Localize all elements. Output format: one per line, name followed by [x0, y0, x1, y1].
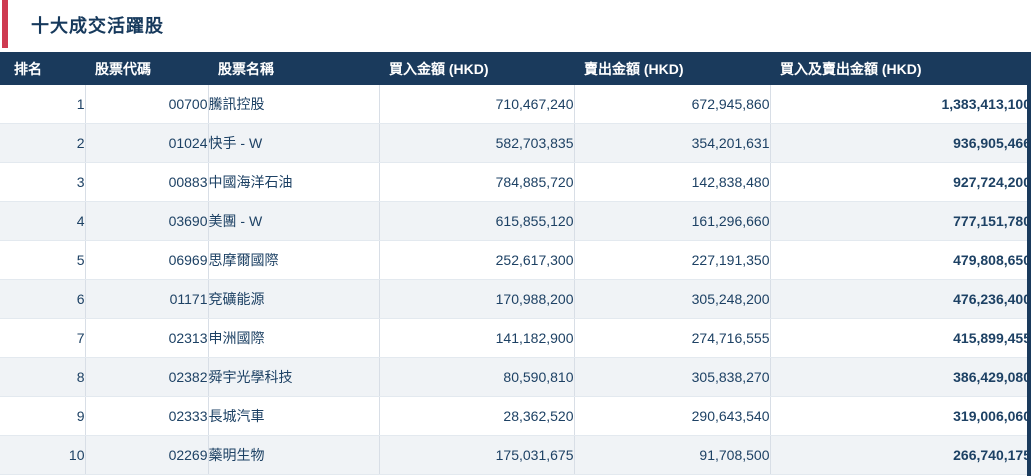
- table-row: 7 02313 申洲國際 141,182,900 274,716,555 415…: [0, 318, 1031, 358]
- rank-cell: 7: [0, 318, 86, 358]
- stock-name-cell: 思摩爾國際: [208, 240, 380, 280]
- table-row: 2 01024 快手 - W 582,703,835 354,201,631 9…: [0, 123, 1031, 163]
- page-title: 十大成交活躍股: [31, 16, 164, 36]
- stock-code-cell: 01171: [85, 279, 209, 319]
- stock-name-cell: 申洲國際: [208, 318, 380, 358]
- sell-amount-cell: 227,191,350: [574, 240, 771, 280]
- sell-amount-cell: 161,296,660: [574, 201, 771, 241]
- buy-amount-cell: 170,988,200: [379, 279, 575, 319]
- stock-code-cell: 03690: [85, 201, 209, 241]
- buy-amount-cell: 615,855,120: [379, 201, 575, 241]
- sell-amount-cell: 305,838,270: [574, 357, 771, 397]
- rank-cell: 4: [0, 201, 86, 241]
- sell-amount-cell: 274,716,555: [574, 318, 771, 358]
- table-header-row: 排名 股票代碼 股票名稱 買入金額 (HKD) 賣出金額 (HKD) 買入及賣出…: [0, 52, 1031, 85]
- buy-amount-cell: 784,885,720: [379, 162, 575, 202]
- col-header-stock-code: 股票代碼: [85, 52, 208, 85]
- title-accent-bar: [2, 0, 8, 48]
- buy-amount-cell: 28,362,520: [379, 396, 575, 436]
- buy-sell-total-amount-cell: 319,006,060: [770, 396, 1031, 436]
- table-row: 10 02269 藥明生物 175,031,675 91,708,500 266…: [0, 435, 1031, 475]
- table-row: 3 00883 中國海洋石油 784,885,720 142,838,480 9…: [0, 162, 1031, 202]
- table-row: 4 03690 美團 - W 615,855,120 161,296,660 7…: [0, 201, 1031, 241]
- stock-name-cell: 長城汽車: [208, 396, 380, 436]
- stock-name-cell: 美團 - W: [208, 201, 380, 241]
- stock-name-cell: 快手 - W: [208, 123, 380, 163]
- buy-amount-cell: 80,590,810: [379, 357, 575, 397]
- rank-cell: 8: [0, 357, 86, 397]
- top-active-stocks-table: 排名 股票代碼 股票名稱 買入金額 (HKD) 賣出金額 (HKD) 買入及賣出…: [0, 52, 1031, 475]
- stock-code-cell: 01024: [85, 123, 209, 163]
- table-row: 1 00700 騰訊控股 710,467,240 672,945,860 1,3…: [0, 85, 1031, 124]
- stock-name-cell: 中國海洋石油: [208, 162, 380, 202]
- stock-code-cell: 06969: [85, 240, 209, 280]
- buy-sell-total-amount-cell: 266,740,175: [770, 435, 1031, 475]
- rank-cell: 3: [0, 162, 86, 202]
- rank-cell: 2: [0, 123, 86, 163]
- buy-amount-cell: 710,467,240: [379, 85, 575, 124]
- col-header-buy-sell-total-amount: 買入及賣出金額 (HKD): [770, 52, 1031, 85]
- sell-amount-cell: 91,708,500: [574, 435, 771, 475]
- sell-amount-cell: 142,838,480: [574, 162, 771, 202]
- stock-code-cell: 00883: [85, 162, 209, 202]
- col-header-buy-amount: 買入金額 (HKD): [379, 52, 574, 85]
- stock-name-cell: 藥明生物: [208, 435, 380, 475]
- rank-cell: 6: [0, 279, 86, 319]
- buy-sell-total-amount-cell: 386,429,080: [770, 357, 1031, 397]
- stock-code-cell: 00700: [85, 85, 209, 124]
- table-row: 6 01171 兗礦能源 170,988,200 305,248,200 476…: [0, 279, 1031, 319]
- stock-name-cell: 舜宇光學科技: [208, 357, 380, 397]
- table-row: 8 02382 舜宇光學科技 80,590,810 305,838,270 38…: [0, 357, 1031, 397]
- sell-amount-cell: 354,201,631: [574, 123, 771, 163]
- buy-amount-cell: 141,182,900: [379, 318, 575, 358]
- rank-cell: 1: [0, 85, 86, 124]
- buy-amount-cell: 252,617,300: [379, 240, 575, 280]
- buy-sell-total-amount-cell: 777,151,780: [770, 201, 1031, 241]
- sell-amount-cell: 290,643,540: [574, 396, 771, 436]
- buy-sell-total-amount-cell: 479,808,650: [770, 240, 1031, 280]
- table-row: 5 06969 思摩爾國際 252,617,300 227,191,350 47…: [0, 240, 1031, 280]
- col-header-rank: 排名: [0, 52, 85, 85]
- stock-name-cell: 兗礦能源: [208, 279, 380, 319]
- buy-sell-total-amount-cell: 1,383,413,100: [770, 85, 1031, 124]
- col-header-sell-amount: 賣出金額 (HKD): [574, 52, 770, 85]
- buy-sell-total-amount-cell: 927,724,200: [770, 162, 1031, 202]
- table-row: 9 02333 長城汽車 28,362,520 290,643,540 319,…: [0, 396, 1031, 436]
- stock-code-cell: 02269: [85, 435, 209, 475]
- title-bar: 十大成交活躍股: [0, 0, 1031, 52]
- stock-code-cell: 02333: [85, 396, 209, 436]
- rank-cell: 10: [0, 435, 86, 475]
- sell-amount-cell: 672,945,860: [574, 85, 771, 124]
- buy-sell-total-amount-cell: 476,236,400: [770, 279, 1031, 319]
- vertical-scrollbar-thumb[interactable]: [1027, 85, 1031, 476]
- rank-cell: 9: [0, 396, 86, 436]
- buy-amount-cell: 582,703,835: [379, 123, 575, 163]
- col-header-stock-name: 股票名稱: [208, 52, 379, 85]
- buy-sell-total-amount-cell: 936,905,466: [770, 123, 1031, 163]
- table-body: 1 00700 騰訊控股 710,467,240 672,945,860 1,3…: [0, 85, 1031, 475]
- stock-code-cell: 02313: [85, 318, 209, 358]
- buy-amount-cell: 175,031,675: [379, 435, 575, 475]
- buy-sell-total-amount-cell: 415,899,455: [770, 318, 1031, 358]
- stock-code-cell: 02382: [85, 357, 209, 397]
- stock-name-cell: 騰訊控股: [208, 85, 380, 124]
- rank-cell: 5: [0, 240, 86, 280]
- sell-amount-cell: 305,248,200: [574, 279, 771, 319]
